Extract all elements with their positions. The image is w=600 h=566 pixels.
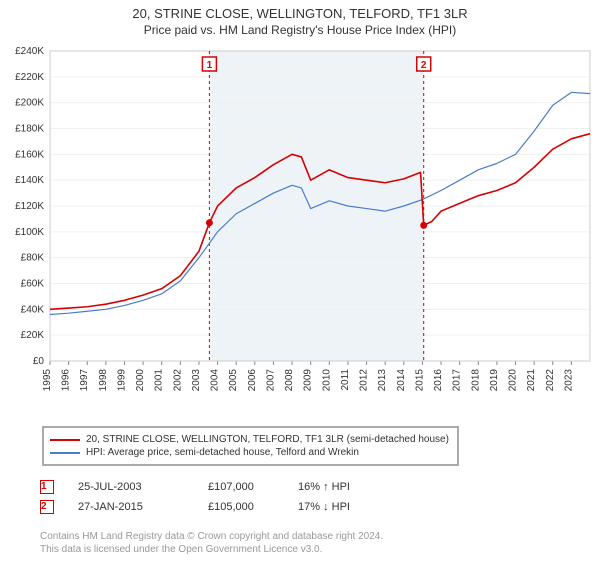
marker-row: 1 25-JUL-2003 £107,000 16% ↑ HPI: [40, 480, 438, 494]
svg-text:£140K: £140K: [15, 175, 44, 186]
svg-text:2006: 2006: [247, 369, 258, 392]
footer-line: Contains HM Land Registry data © Crown c…: [40, 530, 383, 543]
svg-text:£240K: £240K: [15, 46, 44, 57]
svg-text:2017: 2017: [452, 369, 463, 392]
legend-label: 20, STRINE CLOSE, WELLINGTON, TELFORD, T…: [86, 434, 449, 445]
svg-text:£160K: £160K: [15, 149, 44, 160]
svg-text:1997: 1997: [79, 369, 90, 392]
svg-text:2015: 2015: [414, 369, 425, 392]
svg-text:2: 2: [421, 60, 427, 71]
svg-text:2010: 2010: [321, 369, 332, 392]
svg-text:2014: 2014: [396, 369, 407, 392]
marker-pct: 17% ↓ HPI: [298, 501, 438, 513]
marker-date: 25-JUL-2003: [78, 481, 208, 493]
marker-table: 1 25-JUL-2003 £107,000 16% ↑ HPI 2 27-JA…: [40, 474, 438, 520]
svg-text:1998: 1998: [98, 369, 109, 392]
svg-text:2004: 2004: [210, 369, 221, 392]
svg-text:2003: 2003: [191, 369, 202, 392]
svg-text:2012: 2012: [359, 369, 370, 392]
svg-text:2016: 2016: [433, 369, 444, 392]
svg-text:2022: 2022: [545, 369, 556, 392]
svg-text:£220K: £220K: [15, 72, 44, 83]
svg-text:1995: 1995: [42, 369, 53, 392]
legend-label: HPI: Average price, semi-detached house,…: [86, 447, 359, 458]
svg-text:£180K: £180K: [15, 124, 44, 135]
svg-text:2021: 2021: [526, 369, 537, 392]
chart-title-sub: Price paid vs. HM Land Registry's House …: [0, 23, 600, 37]
chart-area: £0 £20K £40K £60K £80K £100K £120K £140K £160K £1…: [0, 41, 600, 411]
svg-text:2011: 2011: [340, 369, 351, 391]
legend: 20, STRINE CLOSE, WELLINGTON, TELFORD, T…: [42, 426, 459, 466]
svg-text:2007: 2007: [265, 369, 276, 392]
footer-line: This data is licensed under the Open Gov…: [40, 543, 383, 556]
footer: Contains HM Land Registry data © Crown c…: [40, 530, 383, 556]
svg-text:£100K: £100K: [15, 227, 44, 238]
marker-badge: 2: [40, 500, 54, 514]
svg-text:2013: 2013: [377, 369, 388, 392]
svg-text:£0: £0: [33, 356, 45, 367]
svg-text:2005: 2005: [228, 369, 239, 392]
marker-pct: 16% ↑ HPI: [298, 481, 438, 493]
svg-text:1996: 1996: [61, 369, 72, 392]
svg-text:2008: 2008: [284, 369, 295, 392]
svg-text:£80K: £80K: [21, 253, 45, 264]
chart-title-main: 20, STRINE CLOSE, WELLINGTON, TELFORD, T…: [0, 6, 600, 21]
svg-text:£20K: £20K: [21, 330, 45, 341]
marker-badge: 1: [40, 480, 54, 494]
legend-item: 20, STRINE CLOSE, WELLINGTON, TELFORD, T…: [50, 434, 449, 445]
marker-date: 27-JAN-2015: [78, 501, 208, 513]
svg-text:2002: 2002: [172, 369, 183, 392]
svg-text:2020: 2020: [508, 369, 519, 392]
chart-svg: £0 £20K £40K £60K £80K £100K £120K £140K £160K £1…: [0, 41, 600, 411]
svg-text:£120K: £120K: [15, 201, 44, 212]
legend-item: HPI: Average price, semi-detached house,…: [50, 447, 449, 458]
svg-text:2019: 2019: [489, 369, 500, 392]
svg-text:£200K: £200K: [15, 98, 44, 109]
svg-text:2000: 2000: [135, 369, 146, 392]
legend-swatch: [50, 439, 80, 441]
svg-text:£40K: £40K: [21, 304, 45, 315]
marker-row: 2 27-JAN-2015 £105,000 17% ↓ HPI: [40, 500, 438, 514]
svg-text:2001: 2001: [154, 369, 165, 392]
legend-swatch: [50, 452, 80, 454]
svg-text:£60K: £60K: [21, 279, 45, 290]
marker-price: £107,000: [208, 481, 298, 493]
svg-text:2018: 2018: [470, 369, 481, 392]
svg-text:1: 1: [207, 60, 213, 71]
svg-text:2023: 2023: [563, 369, 574, 392]
marker-price: £105,000: [208, 501, 298, 513]
svg-text:1999: 1999: [116, 369, 127, 392]
svg-text:2009: 2009: [303, 369, 314, 392]
